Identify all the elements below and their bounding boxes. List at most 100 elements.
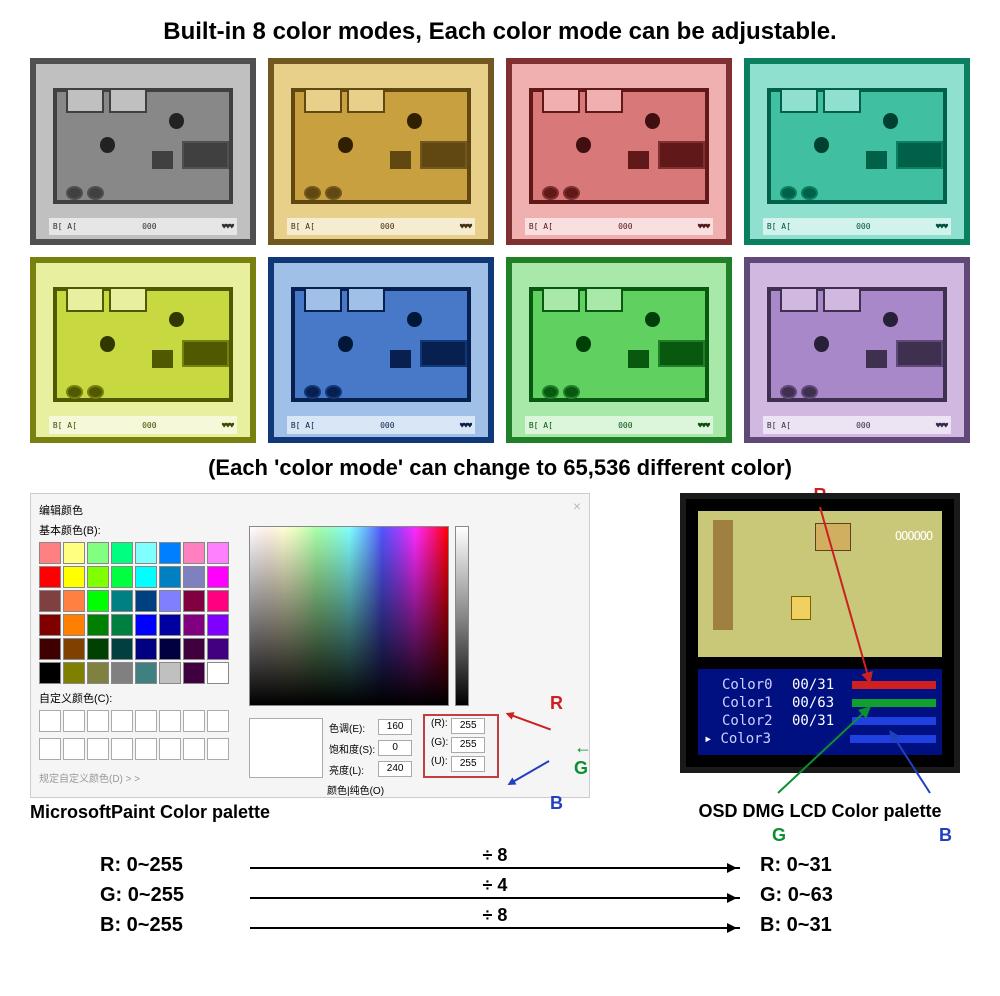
annotation-r: R xyxy=(550,693,563,714)
osd-pillar xyxy=(713,520,733,630)
color-swatch[interactable] xyxy=(63,614,85,636)
color-mode-grid: B[ A[000♥♥♥B[ A[000♥♥♥B[ A[000♥♥♥B[ A[00… xyxy=(30,58,970,443)
color-swatch[interactable] xyxy=(135,614,157,636)
color-swatch[interactable] xyxy=(159,614,181,636)
mspaint-title: 编辑颜色 xyxy=(39,502,581,518)
osd-color-row-0[interactable]: Color000/31 xyxy=(704,677,936,693)
mspaint-dialog: 编辑颜色 × 基本颜色(B): 自定义颜色(C): 规定自定义颜色(D) > > xyxy=(30,493,590,798)
color-swatch[interactable] xyxy=(135,590,157,612)
color-swatch[interactable] xyxy=(39,542,61,564)
color-swatch[interactable] xyxy=(183,590,205,612)
color-swatch[interactable] xyxy=(63,662,85,684)
color-mode-thumb-1: B[ A[000♥♥♥ xyxy=(268,58,494,245)
color-swatch[interactable] xyxy=(135,662,157,684)
color-swatch[interactable] xyxy=(135,542,157,564)
hue-field[interactable]: 160 xyxy=(378,719,412,735)
color-swatch[interactable] xyxy=(87,542,109,564)
osd-color-row-1[interactable]: Color100/63 xyxy=(704,695,936,711)
g-label: (G): xyxy=(431,737,448,753)
color-swatch[interactable] xyxy=(207,614,229,636)
color-swatch[interactable] xyxy=(111,614,133,636)
color-mode-thumb-7: B[ A[000♥♥♥ xyxy=(744,257,970,444)
color-swatch[interactable] xyxy=(63,638,85,660)
osd-building xyxy=(815,523,851,551)
b-field[interactable]: 255 xyxy=(451,756,485,772)
color-mode-thumb-0: B[ A[000♥♥♥ xyxy=(30,58,256,245)
conversion-diagram: R: 0~255÷ 8R: 0~31 G: 0~255÷ 4G: 0~63 B: 0… xyxy=(100,853,900,937)
color-swatch[interactable] xyxy=(159,542,181,564)
annotation-b: B xyxy=(550,793,563,814)
hue-gradient[interactable] xyxy=(249,526,449,706)
color-swatch[interactable] xyxy=(159,638,181,660)
color-mode-thumb-4: B[ A[000♥♥♥ xyxy=(30,257,256,444)
color-preview xyxy=(249,718,323,778)
sat-label: 饱和度(S): xyxy=(329,741,375,756)
annotation-g: ← G xyxy=(574,737,592,779)
color-swatch[interactable] xyxy=(63,542,85,564)
osd-game-area: OOOOOO xyxy=(698,511,942,657)
color-swatch[interactable] xyxy=(111,638,133,660)
color-swatch[interactable] xyxy=(207,638,229,660)
osd-player-sprite xyxy=(791,596,811,620)
osd-panel-wrap: R OOOOOO Color000/31Color100/63Color200/… xyxy=(670,493,970,822)
color-swatch[interactable] xyxy=(39,566,61,588)
color-swatch[interactable] xyxy=(87,638,109,660)
color-mode-thumb-6: B[ A[000♥♥♥ xyxy=(506,257,732,444)
color-swatch[interactable] xyxy=(183,614,205,636)
color-mode-thumb-2: B[ A[000♥♥♥ xyxy=(506,58,732,245)
conversion-row-2: B: 0~255÷ 8B: 0~31 xyxy=(100,913,900,937)
color-swatch[interactable] xyxy=(159,590,181,612)
osd-caption: OSD DMG LCD Color palette xyxy=(670,801,970,822)
luminance-bar[interactable] xyxy=(455,526,469,706)
color-swatch[interactable] xyxy=(63,566,85,588)
color-swatch[interactable] xyxy=(111,566,133,588)
color-swatch[interactable] xyxy=(135,566,157,588)
color-swatch[interactable] xyxy=(159,662,181,684)
paint-caption: MicrosoftPaint Color palette xyxy=(30,802,590,823)
osd-balls: OOOOOO xyxy=(895,529,932,543)
color-mode-thumb-5: B[ A[000♥♥♥ xyxy=(268,257,494,444)
color-swatch[interactable] xyxy=(111,542,133,564)
sub-heading: (Each 'color mode' can change to 65,536 … xyxy=(20,455,980,481)
color-swatch[interactable] xyxy=(183,662,205,684)
hue-label: 色调(E): xyxy=(329,720,375,735)
color-swatch[interactable] xyxy=(87,662,109,684)
color-swatch[interactable] xyxy=(207,590,229,612)
color-swatch[interactable] xyxy=(207,542,229,564)
color-swatch[interactable] xyxy=(63,590,85,612)
color-swatch[interactable] xyxy=(159,566,181,588)
osd-color-row-2[interactable]: Color200/31 xyxy=(704,713,936,729)
color-swatch[interactable] xyxy=(207,662,229,684)
color-swatch[interactable] xyxy=(135,638,157,660)
close-icon[interactable]: × xyxy=(573,498,581,514)
color-swatch[interactable] xyxy=(39,590,61,612)
color-swatch[interactable] xyxy=(183,638,205,660)
color-swatch[interactable] xyxy=(87,566,109,588)
color-mode-thumb-3: B[ A[000♥♥♥ xyxy=(744,58,970,245)
rgb-fields: (R):255 (G):255 (U):255 xyxy=(431,718,485,772)
osd-color-row-3[interactable]: ▸Color3 xyxy=(704,731,936,747)
color-swatch[interactable] xyxy=(39,638,61,660)
pure-color-label: 颜色|纯色(O) xyxy=(327,782,384,797)
color-swatch[interactable] xyxy=(183,542,205,564)
osd-annotation-g: G xyxy=(772,825,786,846)
osd-annotation-b: B xyxy=(939,825,952,846)
color-swatch[interactable] xyxy=(39,662,61,684)
color-swatch[interactable] xyxy=(87,590,109,612)
conversion-row-1: G: 0~255÷ 4G: 0~63 xyxy=(100,883,900,907)
color-swatch[interactable] xyxy=(87,614,109,636)
color-swatch[interactable] xyxy=(39,614,61,636)
osd-color-menu[interactable]: Color000/31 Color100/63 Color200/31 ▸Color3 xyxy=(698,669,942,755)
color-swatch[interactable] xyxy=(207,566,229,588)
osd-screen: OOOOOO Color000/31 Color100/63 Color200/31… xyxy=(680,493,960,773)
lum-field[interactable]: 240 xyxy=(378,761,412,777)
lum-label: 亮度(L): xyxy=(329,762,375,777)
conversion-row-0: R: 0~255÷ 8R: 0~31 xyxy=(100,853,900,877)
color-swatch[interactable] xyxy=(111,662,133,684)
r-field[interactable]: 255 xyxy=(451,718,485,734)
color-swatch[interactable] xyxy=(183,566,205,588)
sat-field[interactable]: 0 xyxy=(378,740,412,756)
g-field[interactable]: 255 xyxy=(451,737,485,753)
main-heading: Built-in 8 color modes, Each color mode … xyxy=(20,18,980,46)
color-swatch[interactable] xyxy=(111,590,133,612)
